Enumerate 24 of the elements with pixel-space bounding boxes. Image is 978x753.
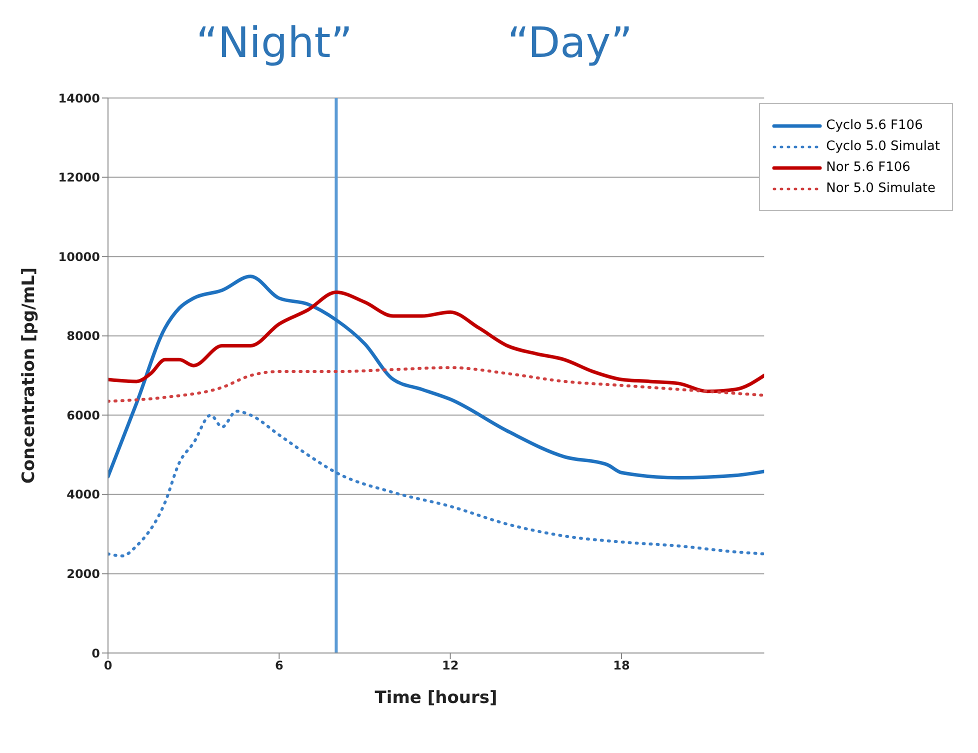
line-series [108, 274, 764, 480]
text: “Night” [195, 18, 354, 67]
line-series [108, 290, 764, 394]
x-tick-label: 18 [613, 658, 630, 673]
legend-label: Cyclo 5.0 Simulat [826, 139, 940, 154]
y-tick-label: 0 [92, 646, 100, 660]
legend-label: Nor 5.0 Simulate [826, 181, 936, 196]
legend-label: Nor 5.6 F106 [826, 160, 910, 175]
y-tick-label: 8000 [66, 329, 100, 344]
legend-label: Cyclo 5.6 F106 [826, 118, 923, 133]
y-tick-label: 12000 [58, 170, 100, 185]
line-series [108, 410, 764, 558]
y-tick-label: 6000 [66, 408, 100, 422]
y-tick-label: 4000 [66, 488, 100, 502]
y-tick-label: 2000 [66, 566, 100, 581]
y-axis-title: Concentration [pg/mL] [19, 267, 40, 484]
x-tick-label: 0 [104, 658, 112, 673]
y-tick-label: 10000 [58, 250, 100, 264]
x-tick-label: 12 [442, 658, 459, 673]
x-axis-title: Time [hours] [374, 688, 498, 708]
y-tick-label: 14000 [58, 91, 100, 106]
line-series [108, 366, 764, 403]
x-tick-label: 6 [274, 658, 284, 673]
text: “Day” [506, 18, 634, 67]
